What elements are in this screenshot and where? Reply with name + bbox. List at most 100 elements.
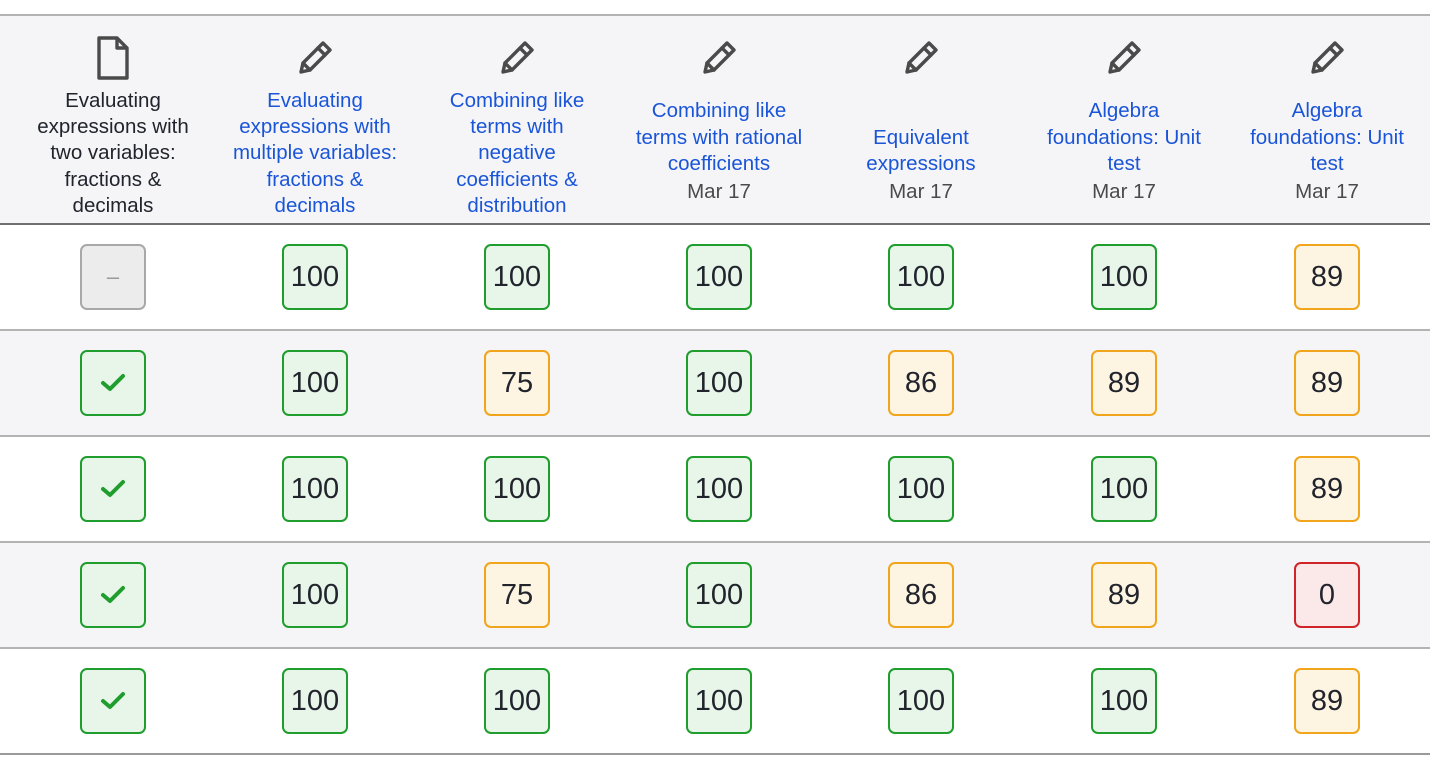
pencil-icon — [291, 34, 339, 82]
assignment-title-line: foundations: Unit — [1250, 125, 1404, 149]
score-value: 100 — [492, 684, 542, 717]
score-cell[interactable]: 100 — [1091, 244, 1157, 310]
assignment-title[interactable]: Algebra foundations: Unit test — [1229, 98, 1425, 177]
assignment-title-line: coefficients — [667, 151, 771, 175]
student-row: 100 75 100 86 89 0 — [0, 543, 1430, 649]
assignment-column-2[interactable]: Evaluating expressions with multiple varia… — [217, 16, 413, 227]
assignment-title-line: test — [1310, 151, 1344, 175]
document-icon — [89, 34, 137, 82]
assignment-column-3[interactable]: Combining like terms with negative coeffici… — [419, 16, 615, 227]
assignment-title-line: fractions & — [266, 167, 364, 191]
due-date: Mar 17 — [889, 180, 953, 203]
score-cell[interactable]: 0 — [1294, 562, 1360, 628]
score-value: 75 — [500, 578, 534, 611]
score-cell[interactable]: 100 — [686, 456, 752, 522]
assignment-title-line: Equivalent — [873, 125, 969, 149]
score-value: 100 — [1099, 684, 1149, 717]
assignment-title-line: Evaluating — [65, 89, 161, 112]
assignment-title-line: coefficients & — [456, 167, 578, 191]
score-cell[interactable]: 100 — [686, 350, 752, 416]
assignment-title-line: decimals — [274, 193, 356, 217]
assignment-title-line: terms with — [470, 115, 564, 139]
score-cell[interactable]: 100 — [686, 562, 752, 628]
completed-cell[interactable] — [80, 562, 146, 628]
score-cell[interactable]: 89 — [1294, 244, 1360, 310]
assignment-title-line: Combining like — [449, 89, 585, 112]
assignment-title-line: Algebra — [1088, 99, 1160, 123]
score-cell[interactable]: 75 — [484, 562, 550, 628]
assignment-header-row: Evaluating expressions with two variables:… — [0, 14, 1430, 225]
score-cell[interactable]: 89 — [1294, 668, 1360, 734]
assignment-title[interactable]: Equivalent expressions — [823, 125, 1019, 177]
score-value: 100 — [694, 472, 744, 505]
score-cell[interactable]: 89 — [1091, 350, 1157, 416]
score-cell[interactable]: 89 — [1294, 350, 1360, 416]
assignment-title-line: expressions — [866, 151, 976, 175]
score-cell[interactable]: 75 — [484, 350, 550, 416]
checkmark-icon — [100, 585, 126, 605]
assignment-title[interactable]: Combining like terms with negative coeffici… — [419, 88, 615, 219]
score-cell[interactable]: 100 — [1091, 456, 1157, 522]
assignment-column-4[interactable]: Combining like terms with rational coeffic… — [621, 16, 817, 227]
score-value: 89 — [1310, 684, 1344, 717]
assignment-column-7[interactable]: Algebra foundations: Unit test Mar 17 — [1229, 16, 1425, 227]
score-cell[interactable]: 89 — [1294, 456, 1360, 522]
assignment-title-line: two variables: — [50, 141, 176, 165]
score-cell[interactable]: 100 — [686, 668, 752, 734]
score-cell[interactable]: 100 — [888, 244, 954, 310]
assignment-title-line: Evaluating — [267, 89, 363, 112]
assignment-title[interactable]: Evaluating expressions with multiple varia… — [217, 88, 413, 219]
checkmark-icon — [100, 373, 126, 393]
gradebook-grid: Evaluating expressions with two variables:… — [0, 14, 1430, 755]
due-date: Mar 17 — [687, 180, 751, 203]
score-value: 100 — [896, 260, 946, 293]
student-row: 100 100 100 100 100 89 — [0, 437, 1430, 543]
score-cell[interactable]: 86 — [888, 562, 954, 628]
student-row: 100 75 100 86 89 89 — [0, 331, 1430, 437]
completed-cell[interactable] — [80, 456, 146, 522]
score-cell[interactable]: 100 — [282, 244, 348, 310]
assignment-title-line: expressions with — [37, 115, 189, 139]
score-value: 100 — [694, 578, 744, 611]
score-value: – — [106, 264, 120, 289]
score-value: 100 — [694, 260, 744, 293]
score-cell[interactable]: 100 — [1091, 668, 1157, 734]
score-cell[interactable]: 100 — [282, 350, 348, 416]
score-value: 89 — [1310, 260, 1344, 293]
assignment-title-line: fractions & — [64, 167, 162, 191]
score-cell[interactable]: 100 — [888, 668, 954, 734]
score-value: 100 — [492, 260, 542, 293]
assignment-title[interactable]: Algebra foundations: Unit test — [1026, 98, 1222, 177]
score-cell[interactable]: 100 — [282, 668, 348, 734]
score-cell[interactable]: 86 — [888, 350, 954, 416]
assignment-title-line: negative — [478, 141, 556, 165]
assignment-title[interactable]: Combining like terms with rational coeffic… — [621, 98, 817, 177]
score-value: 100 — [694, 366, 744, 399]
score-value: 100 — [290, 684, 340, 717]
score-cell[interactable]: 100 — [888, 456, 954, 522]
assignment-column-6[interactable]: Algebra foundations: Unit test Mar 17 — [1026, 16, 1222, 227]
score-cell[interactable]: 100 — [686, 244, 752, 310]
score-cell[interactable]: 100 — [282, 456, 348, 522]
score-value: 100 — [492, 472, 542, 505]
score-cell[interactable]: 100 — [484, 456, 550, 522]
due-date: Mar 17 — [1092, 180, 1156, 203]
pencil-icon — [1100, 34, 1148, 82]
score-value: 89 — [1310, 366, 1344, 399]
not-started-cell[interactable]: – — [80, 244, 146, 310]
completed-cell[interactable] — [80, 350, 146, 416]
score-cell[interactable]: 100 — [484, 668, 550, 734]
student-row: – 100 100 100 100 100 89 — [0, 225, 1430, 331]
score-value: 100 — [1099, 260, 1149, 293]
score-value: 100 — [290, 578, 340, 611]
assignment-column-5[interactable]: Equivalent expressions Mar 17 — [823, 16, 1019, 227]
assignment-title-line: expressions with — [239, 115, 391, 139]
score-cell[interactable]: 100 — [484, 244, 550, 310]
score-cell[interactable]: 100 — [282, 562, 348, 628]
score-cell[interactable]: 89 — [1091, 562, 1157, 628]
completed-cell[interactable] — [80, 668, 146, 734]
score-value: 89 — [1107, 366, 1141, 399]
assignment-title-line: decimals — [72, 193, 154, 217]
score-value: 86 — [904, 578, 938, 611]
assignment-title-line: test — [1107, 151, 1141, 175]
